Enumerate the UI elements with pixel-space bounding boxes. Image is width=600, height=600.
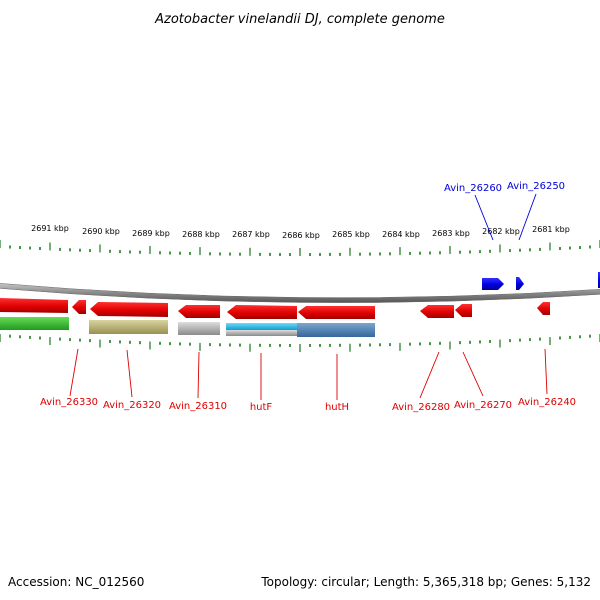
gene-label-avin-26250[interactable]: Avin_26250 xyxy=(507,181,565,192)
gene-label-avin-26320[interactable]: Avin_26320 xyxy=(103,400,161,411)
leader-line xyxy=(197,351,200,399)
gene-label-avin-26310[interactable]: Avin_26310 xyxy=(169,401,227,412)
feature-bar-light-gray[interactable] xyxy=(226,330,297,336)
tick-label: 2687 kbp xyxy=(232,230,270,239)
feature-bar-olive[interactable] xyxy=(89,320,168,334)
tick-label: 2690 kbp xyxy=(82,227,120,236)
forward-genes xyxy=(482,272,600,290)
leader-line xyxy=(518,193,537,241)
gene-arrow-avin-26270[interactable] xyxy=(455,304,472,317)
tick-label: 2681 kbp xyxy=(532,225,570,234)
gene-label-avin-26330[interactable]: Avin_26330 xyxy=(40,397,98,408)
tick-label: 2688 kbp xyxy=(182,230,220,239)
leader-line xyxy=(474,194,494,241)
gene-label-hutH[interactable]: hutH xyxy=(325,402,349,413)
tick-label: 2691 kbp xyxy=(31,224,69,233)
leader-line xyxy=(419,351,440,399)
feature-bars xyxy=(0,317,375,337)
leader-line xyxy=(544,348,548,395)
gene-arrow-avin-26330[interactable] xyxy=(72,300,86,314)
leader-line xyxy=(462,351,484,397)
tick-row-inner xyxy=(0,334,600,352)
leader-line xyxy=(69,348,79,397)
tick-label: 2683 kbp xyxy=(432,229,470,238)
tick-labels: 2691 kbp 2690 kbp 2689 kbp 2688 kbp 2687… xyxy=(31,224,570,240)
topology-label: Topology: circular; Length: 5,365,318 bp… xyxy=(261,575,591,589)
gene-label-avin-26240[interactable]: Avin_26240 xyxy=(518,397,576,408)
leader-line xyxy=(126,349,133,398)
gene-arrow-hutF[interactable] xyxy=(227,305,297,319)
genome-backbone xyxy=(0,283,600,303)
gene-label-avin-26280[interactable]: Avin_26280 xyxy=(392,402,450,413)
gene-arrow-hutH[interactable] xyxy=(298,306,375,319)
gene-arrow-avin-26240[interactable] xyxy=(537,302,550,315)
gene-arrow-avin-26340[interactable] xyxy=(0,298,68,313)
tick-label: 2682 kbp xyxy=(482,227,520,236)
gene-arrow-avin-26260[interactable] xyxy=(482,278,504,290)
feature-bar-gray[interactable] xyxy=(178,322,220,335)
gene-arrow-avin-26280[interactable] xyxy=(420,305,454,318)
gene-label-hutF[interactable]: hutF xyxy=(250,402,273,413)
feature-bar-steel[interactable] xyxy=(297,323,375,337)
reverse-genes xyxy=(0,298,550,319)
tick-label: 2685 kbp xyxy=(332,230,370,239)
gene-label-avin-26260[interactable]: Avin_26260 xyxy=(444,183,502,194)
leader-lines xyxy=(69,193,548,400)
gene-arrow-avin-26310[interactable] xyxy=(178,305,220,318)
tick-row-outer xyxy=(0,240,600,256)
accession-label: Accession: NC_012560 xyxy=(8,575,145,589)
gene-labels: Avin_26330 Avin_26320 Avin_26310 hutF hu… xyxy=(40,181,576,413)
gene-label-avin-26270[interactable]: Avin_26270 xyxy=(454,400,512,411)
feature-bar-cyan[interactable] xyxy=(226,323,297,330)
tick-label: 2686 kbp xyxy=(282,231,320,240)
map-title: Azotobacter vinelandii DJ, complete geno… xyxy=(154,12,445,27)
gene-arrow-avin-26250[interactable] xyxy=(516,277,524,290)
gene-arrow-avin-26320[interactable] xyxy=(90,302,168,317)
feature-bar-green[interactable] xyxy=(0,317,69,330)
tick-label: 2684 kbp xyxy=(382,230,420,239)
tick-label: 2689 kbp xyxy=(132,229,170,238)
